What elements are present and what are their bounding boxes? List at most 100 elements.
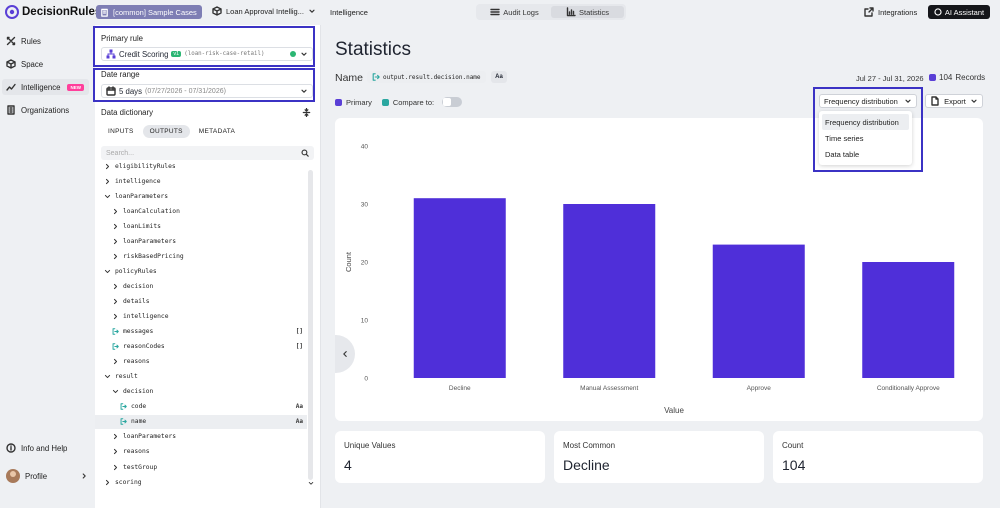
chevron-right-icon — [113, 253, 118, 259]
tree-label: loanParameters — [123, 433, 177, 441]
chevron-right-icon — [105, 163, 110, 169]
legend-compare: Compare to: — [392, 97, 435, 107]
output-field-icon — [372, 73, 380, 81]
tree-node[interactable]: reasons — [95, 355, 307, 369]
chevron-right-icon — [105, 479, 110, 485]
breadcrumb[interactable]: Intelligence — [330, 8, 368, 17]
name-label: Name — [335, 72, 364, 84]
tab-metadata[interactable]: METADATA — [198, 128, 236, 135]
date-range-select[interactable]: 5 days (07/27/2026 - 07/31/2026) — [101, 84, 313, 98]
info-icon — [6, 443, 16, 453]
search-icon — [301, 149, 309, 157]
bar — [563, 204, 656, 378]
tree-label: policyRules — [115, 267, 157, 275]
chevron-right-icon — [113, 283, 118, 289]
tree-node[interactable]: intelligence — [95, 310, 307, 324]
tree-leaf[interactable]: code Aa — [95, 400, 307, 414]
tree-node[interactable]: loanParameters — [95, 189, 307, 203]
integrations-link[interactable]: Integrations — [864, 7, 917, 17]
tab-audit-logs[interactable]: Audit Logs — [478, 6, 551, 18]
rules-icon — [6, 36, 16, 46]
chevron-right-icon — [113, 449, 118, 455]
primary-rule-label: Primary rule — [101, 34, 144, 43]
legend-primary: Primary — [346, 97, 372, 107]
tree-leaf[interactable]: messages [] — [95, 325, 307, 339]
org-selector[interactable]: [common] Sample Cases — [96, 5, 202, 19]
chevron-down-icon — [104, 194, 111, 198]
collapse-all-icon[interactable] — [302, 108, 311, 117]
menu-item-data-table[interactable]: Data table — [825, 149, 860, 159]
x-tick-label: Conditionally Approve — [877, 385, 940, 392]
tree-label: loanLimits — [123, 222, 161, 230]
tree-label: details — [123, 297, 150, 305]
sidebar-item-label: Space — [21, 59, 44, 69]
tree-label: messages — [123, 328, 154, 336]
tree-scrollbar[interactable] — [308, 170, 313, 480]
integrations-label: Integrations — [878, 7, 918, 17]
chevron-right-icon — [105, 178, 110, 184]
view-menu: Frequency distribution Time series Data … — [819, 111, 912, 165]
chevron-right-icon — [113, 298, 118, 305]
primary-rule-select[interactable]: Credit Scoring v1 (loan-risk-case-retail… — [101, 47, 313, 61]
search-input[interactable]: Search... — [101, 146, 314, 160]
tree-leaf[interactable]: reasonCodes [] — [95, 340, 307, 354]
collapse-panel-button[interactable] — [335, 335, 355, 373]
tree-node[interactable]: policyRules — [95, 264, 307, 278]
tree-node[interactable]: loanCalculation — [95, 204, 307, 218]
tree-node[interactable]: loanLimits — [95, 219, 307, 233]
chevron-right-icon — [113, 208, 118, 214]
tree-node[interactable]: decision — [95, 385, 307, 399]
tree-label: decision — [123, 282, 154, 290]
tree-node[interactable]: testGroup — [95, 460, 307, 474]
chevron-down-icon — [301, 89, 307, 93]
compare-toggle[interactable] — [442, 97, 463, 107]
x-tick-label: Approve — [747, 385, 772, 392]
sidebar-item-label: Intelligence — [21, 82, 61, 92]
view-switch: Audit Logs Statistics — [476, 4, 626, 20]
string-type-badge: Aa — [295, 418, 303, 426]
scroll-down-icon[interactable] — [308, 480, 314, 486]
tab-statistics[interactable]: Statistics — [551, 6, 624, 18]
tree-node[interactable]: intelligence — [95, 174, 307, 188]
menu-item-time-series[interactable]: Time series — [825, 133, 864, 143]
y-tick-label: 30 — [361, 202, 369, 209]
sidebar-item-rules[interactable]: Rules — [6, 36, 41, 46]
brand-logo[interactable]: DecisionRules — [5, 5, 101, 19]
tree-label: testGroup — [123, 463, 158, 471]
chevron-down-icon — [309, 9, 315, 13]
tree-node[interactable]: loanParameters — [95, 234, 307, 248]
tree-node[interactable]: scoring — [95, 475, 307, 489]
tree-node[interactable]: decision — [95, 279, 307, 293]
tree-node[interactable]: loanParameters — [95, 430, 307, 444]
tab-outputs[interactable]: OUTPUTS — [142, 125, 190, 138]
data-panel: Primary rule Credit Scoring v1 (loan-ris… — [93, 25, 321, 508]
stat-card-most-common: Most Common Decline — [554, 431, 764, 483]
tree-label: loanCalculation — [123, 207, 180, 215]
tree-node[interactable]: result — [95, 370, 307, 384]
tab-inputs[interactable]: INPUTS — [108, 128, 134, 135]
tree-label: scoring — [115, 478, 142, 486]
ai-assistant-button[interactable]: AI Assistant — [928, 5, 990, 19]
data-tree: eligibilityRules intelligence loanParamete… — [95, 159, 313, 508]
tab-label: Audit Logs — [503, 7, 539, 17]
sidebar-item-space[interactable]: Space — [6, 59, 43, 69]
tree-leaf[interactable]: name Aa — [95, 414, 307, 429]
view-select[interactable]: Frequency distribution — [819, 94, 917, 108]
profile-menu[interactable]: Profile — [6, 469, 88, 483]
array-type-badge: [] — [295, 343, 303, 351]
info-help-link[interactable]: Info and Help — [6, 443, 67, 453]
project-selector[interactable]: Loan Approval Intellig... — [212, 6, 316, 16]
sidebar-item-intelligence[interactable]: Intelligence NEW — [2, 79, 89, 95]
chevron-down-icon — [301, 52, 307, 56]
tree-label: riskBasedPricing — [123, 252, 184, 260]
tree-node[interactable]: riskBasedPricing — [95, 249, 307, 263]
date-range-summary: Jul 27 - Jul 31, 2026 — [856, 74, 924, 83]
tree-node[interactable]: details — [95, 294, 307, 308]
tree-node[interactable]: eligibilityRules — [95, 159, 307, 173]
sidebar-item-organizations[interactable]: Organizations — [6, 105, 69, 115]
array-type-badge: [] — [295, 328, 303, 336]
export-button[interactable]: Export — [925, 94, 983, 108]
menu-item-frequency[interactable]: Frequency distribution — [822, 114, 909, 130]
tree-node[interactable]: reasons — [95, 445, 307, 459]
stat-card-count: Count 104 — [773, 431, 983, 483]
